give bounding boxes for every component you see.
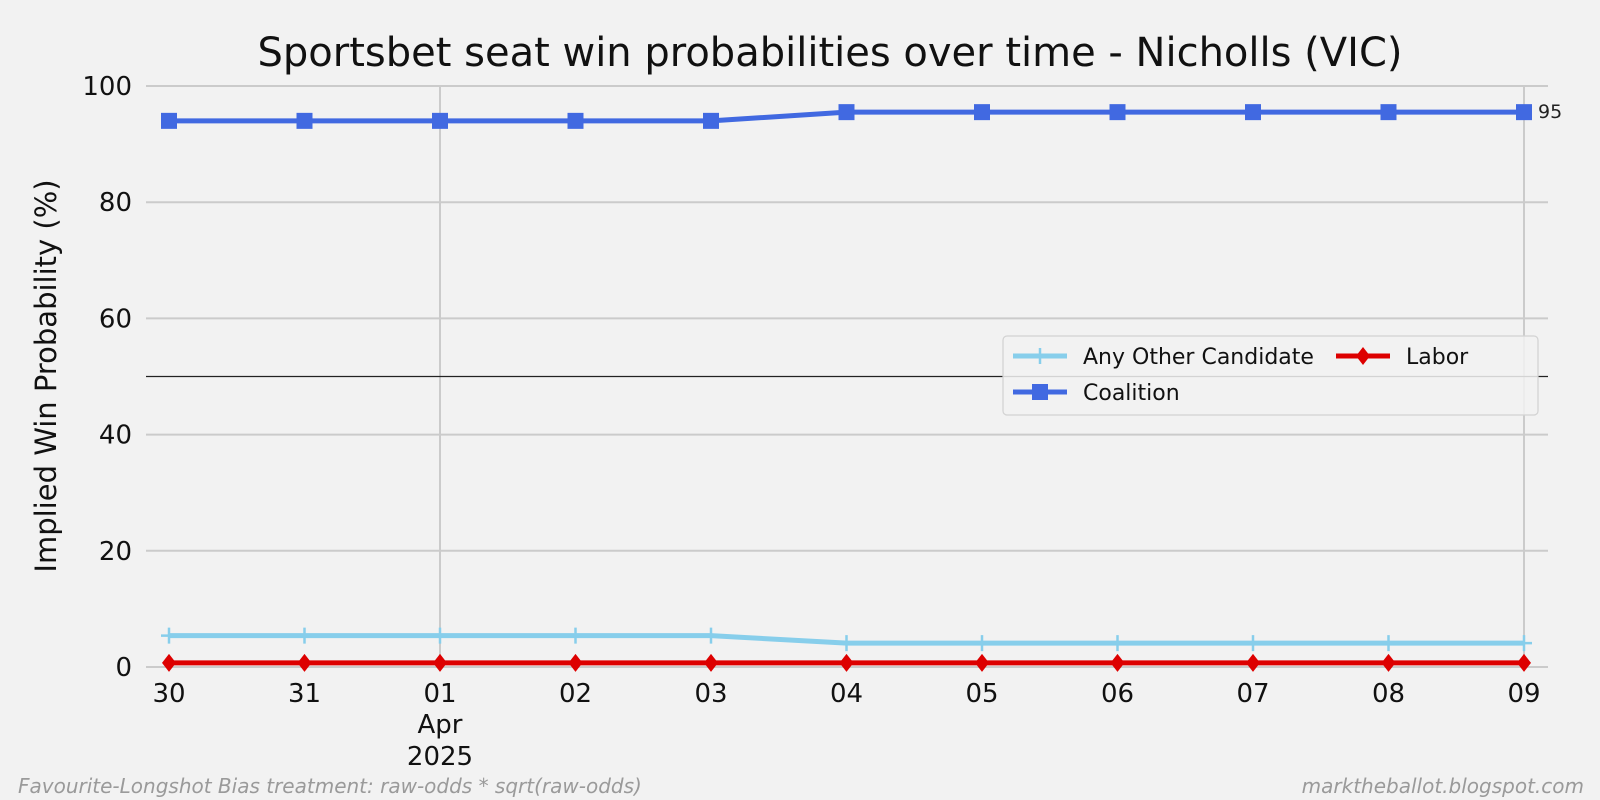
data-point — [1380, 635, 1397, 652]
data-point — [296, 627, 313, 644]
legend-entry: Any Other Candidate — [1013, 345, 1314, 370]
legend-entry: Coalition — [1013, 381, 1180, 406]
data-point — [839, 653, 854, 672]
series-coalition — [161, 104, 1532, 129]
x-tick-label: 02 — [559, 679, 592, 709]
data-point — [1516, 635, 1532, 652]
footer-source: marktheballot.blogspot.com — [1301, 774, 1584, 798]
legend-label: Coalition — [1083, 381, 1180, 406]
x-tick-label: 30 — [152, 679, 185, 709]
y-tick-label: 40 — [99, 421, 132, 451]
y-tick-labels: 0 20 40 60 80 100 — [82, 72, 132, 683]
data-point — [1517, 653, 1531, 672]
x-tick-label: 31 — [288, 679, 321, 709]
x-tick-label: 06 — [1101, 679, 1134, 709]
y-tick-label: 60 — [99, 304, 132, 334]
x-tick-label: 03 — [694, 679, 727, 709]
data-point — [432, 627, 448, 644]
legend: Any Other Candidate Coalition Labor — [1002, 335, 1539, 416]
legend-box — [1002, 335, 1539, 416]
legend-label: Labor — [1406, 345, 1469, 370]
x-year-label: 2025 — [407, 742, 473, 772]
end-value-label: 95 — [1538, 101, 1562, 123]
legend-label: Any Other Candidate — [1083, 345, 1314, 370]
data-point — [1380, 104, 1397, 121]
legend-marker — [1356, 347, 1370, 365]
data-point — [838, 635, 855, 652]
data-point — [161, 112, 177, 129]
x-tick-label: 01 — [423, 679, 456, 709]
data-point — [703, 112, 719, 129]
legend-marker — [1032, 348, 1048, 364]
data-point — [567, 112, 584, 129]
data-point — [975, 653, 989, 672]
series-labor — [162, 653, 1531, 672]
data-point — [1110, 653, 1125, 672]
series-any-other-candidate — [161, 627, 1532, 652]
legend-marker — [1032, 384, 1048, 400]
x-tick-label: 08 — [1372, 679, 1405, 709]
data-point — [432, 112, 448, 129]
data-point — [1109, 104, 1126, 121]
y-axis-label: Implied Win Probability (%) — [29, 179, 63, 572]
data-point — [433, 653, 447, 672]
data-point — [1245, 635, 1261, 652]
data-point — [704, 653, 718, 672]
x-month-label: Apr — [418, 710, 463, 740]
y-tick-label: 100 — [82, 72, 132, 102]
y-tick-label: 20 — [99, 537, 132, 567]
data-point — [161, 627, 177, 644]
x-tick-label: 04 — [830, 679, 863, 709]
data-point — [296, 112, 313, 129]
data-point — [1516, 104, 1532, 121]
data-point — [1246, 653, 1260, 672]
footer-note: Favourite-Longshot Bias treatment: raw-o… — [18, 774, 642, 798]
y-tick-label: 0 — [115, 653, 132, 683]
data-point — [974, 104, 990, 121]
data-point — [568, 653, 583, 672]
x-tick-label: 05 — [965, 679, 998, 709]
data-point — [703, 627, 719, 644]
data-point — [974, 635, 990, 652]
x-tick-label: 09 — [1507, 679, 1540, 709]
grid-lines — [146, 85, 1548, 668]
data-point — [1381, 653, 1396, 672]
data-point — [297, 653, 312, 672]
series-group — [161, 104, 1532, 672]
data-point — [1245, 104, 1261, 121]
chart-title: Sportsbet seat win probabilities over ti… — [258, 30, 1403, 76]
y-tick-label: 80 — [99, 188, 132, 218]
x-tick-label: 07 — [1236, 679, 1269, 709]
data-point — [567, 627, 584, 644]
legend-entry: Labor — [1336, 345, 1469, 370]
data-point — [162, 653, 176, 672]
data-point — [838, 104, 855, 121]
data-point — [1109, 635, 1126, 652]
